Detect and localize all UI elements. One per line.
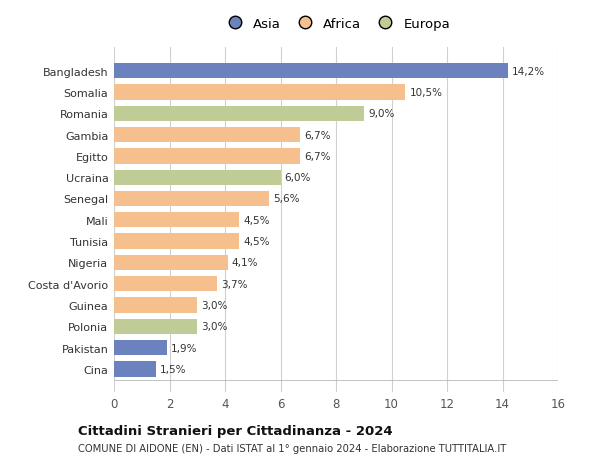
Bar [114,298,197,313]
Text: 4,5%: 4,5% [243,215,269,225]
Bar [114,213,239,228]
Text: 4,5%: 4,5% [243,236,269,246]
Bar [114,191,269,207]
Text: 9,0%: 9,0% [368,109,394,119]
Text: 1,5%: 1,5% [160,364,186,374]
Text: 4,1%: 4,1% [232,258,259,268]
Bar [114,276,217,292]
Text: 6,0%: 6,0% [284,173,311,183]
Text: 3,0%: 3,0% [202,300,228,310]
Text: Cittadini Stranieri per Cittadinanza - 2024: Cittadini Stranieri per Cittadinanza - 2… [78,424,392,437]
Text: 3,7%: 3,7% [221,279,247,289]
Bar [114,106,364,122]
Legend: Asia, Africa, Europa: Asia, Africa, Europa [219,15,453,34]
Text: 6,7%: 6,7% [304,151,331,162]
Bar [114,319,197,334]
Text: 6,7%: 6,7% [304,130,331,140]
Bar [114,85,406,101]
Text: 14,2%: 14,2% [512,67,545,77]
Text: 5,6%: 5,6% [274,194,300,204]
Bar [114,234,239,249]
Bar [114,170,281,185]
Bar [114,64,508,79]
Text: COMUNE DI AIDONE (EN) - Dati ISTAT al 1° gennaio 2024 - Elaborazione TUTTITALIA.: COMUNE DI AIDONE (EN) - Dati ISTAT al 1°… [78,443,506,453]
Bar [114,149,300,164]
Bar [114,340,167,356]
Bar [114,362,155,377]
Bar [114,128,300,143]
Bar [114,255,228,270]
Text: 3,0%: 3,0% [202,322,228,331]
Text: 10,5%: 10,5% [410,88,443,98]
Text: 1,9%: 1,9% [171,343,197,353]
